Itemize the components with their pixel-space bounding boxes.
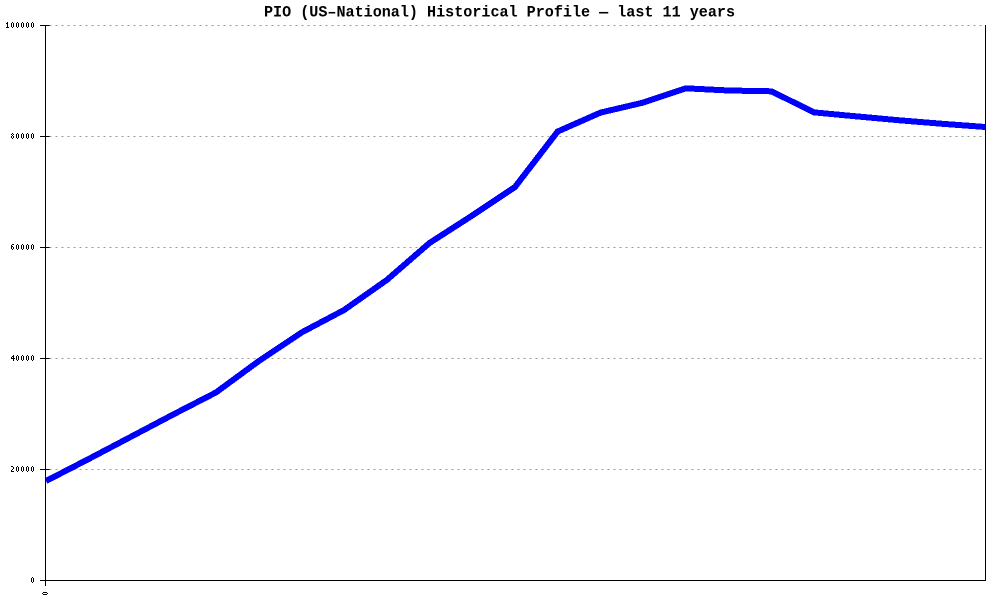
svg-text:PIO (US–National) Historical P: PIO (US–National) Historical Profile — l… <box>264 4 735 22</box>
